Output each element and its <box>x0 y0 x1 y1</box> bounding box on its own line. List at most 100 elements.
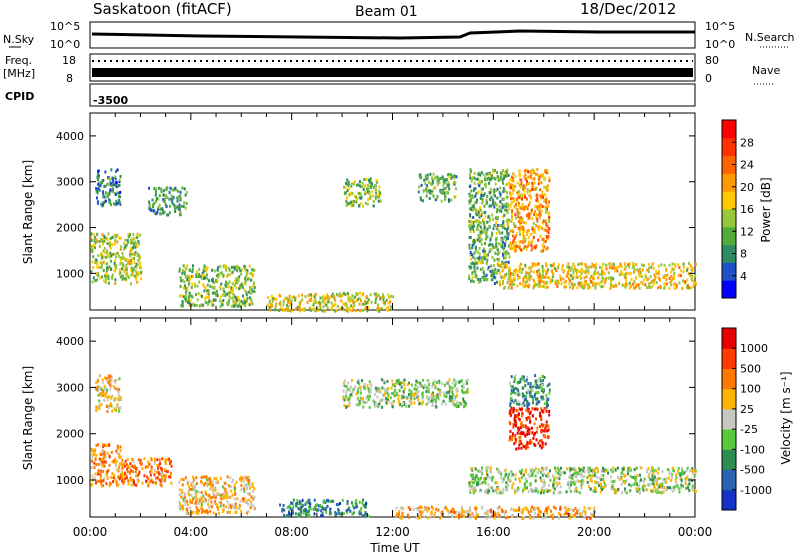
scatter-cell <box>152 480 155 484</box>
scatter-cell <box>522 424 525 428</box>
scatter-cell <box>476 277 479 281</box>
scatter-cell <box>97 379 100 383</box>
scatter-cell <box>194 293 197 297</box>
scatter-cell <box>358 510 361 514</box>
scatter-cell <box>323 301 326 305</box>
scatter-cell <box>515 447 518 451</box>
scatter-cell <box>524 274 527 278</box>
scatter-cell <box>204 300 207 304</box>
scatter-cell <box>453 182 456 186</box>
scatter-cell <box>182 204 185 208</box>
scatter-cell <box>354 309 357 313</box>
scatter-cell <box>518 216 521 220</box>
scatter-cell <box>523 485 526 489</box>
scatter-cell <box>394 382 397 386</box>
scatter-cell <box>540 284 543 288</box>
scatter-cell <box>225 274 228 278</box>
scatter-cell <box>531 187 534 191</box>
scatter-cell <box>678 490 681 494</box>
scatter-cell <box>309 308 312 312</box>
scatter-cell <box>480 187 483 191</box>
scatter-cell <box>403 401 406 405</box>
scatter-cell <box>564 285 567 289</box>
scatter-cell <box>526 426 529 430</box>
scatter-cell <box>346 500 349 503</box>
scatter-cell <box>602 480 605 484</box>
scatter-cell <box>525 247 528 251</box>
scatter-cell <box>116 240 119 244</box>
scatter-cell <box>539 411 542 415</box>
scatter-cell <box>124 477 127 481</box>
scatter-cell <box>150 466 153 470</box>
scatter-cell <box>590 280 593 284</box>
scatter-cell <box>502 253 505 257</box>
scatter-cell <box>511 385 514 389</box>
scatter-cell <box>182 497 185 501</box>
scatter-cell <box>124 238 127 242</box>
scatter-cell <box>182 499 185 503</box>
scatter-cell <box>486 475 489 479</box>
scatter-cell <box>195 273 198 277</box>
scatter-cell <box>305 514 308 518</box>
scatter-cell <box>521 472 524 476</box>
scatter-cell <box>101 450 104 454</box>
scatter-cell <box>342 511 345 515</box>
scatter-cell <box>516 415 519 419</box>
scatter-cell <box>372 199 375 203</box>
scatter-cell <box>493 205 496 209</box>
scatter-cell <box>183 201 186 205</box>
scatter-cell <box>114 255 117 259</box>
scatter-cell <box>506 210 509 214</box>
scatter-cell <box>609 281 612 285</box>
scatter-cell <box>200 504 203 508</box>
scatter-cell <box>439 190 442 194</box>
scatter-cell <box>125 268 128 272</box>
scatter-cell <box>112 480 114 484</box>
scatter-cell <box>619 477 622 481</box>
scatter-cell <box>516 274 519 277</box>
scatter-cell <box>367 190 370 194</box>
scatter-cell <box>153 473 156 477</box>
scatter-cell <box>472 486 474 490</box>
scatter-cell <box>625 271 628 275</box>
scatter-cell <box>489 178 492 182</box>
scatter-cell <box>105 482 108 486</box>
scatter-cell <box>477 477 480 481</box>
scatter-cell <box>536 471 539 475</box>
scatter-cell <box>90 237 93 241</box>
scatter-cell <box>148 462 151 466</box>
scatter-cell <box>693 468 696 472</box>
scatter-cell <box>204 498 207 502</box>
scatter-cell <box>109 200 112 204</box>
scatter-cell <box>542 284 545 288</box>
scatter-cell <box>593 473 596 477</box>
scatter-cell <box>628 281 631 285</box>
scatter-cell <box>124 244 127 248</box>
scatter-cell <box>448 385 451 389</box>
scatter-cell <box>520 219 523 223</box>
scatter-cell <box>583 280 586 284</box>
scatter-cell <box>219 504 222 508</box>
scatter-cell <box>444 194 447 198</box>
scatter-cell <box>537 238 540 242</box>
scatter-cell <box>101 378 104 382</box>
scatter-cell <box>675 285 678 289</box>
scatter-cell <box>494 169 496 173</box>
scatter-cell <box>346 502 349 506</box>
colorbar-segment <box>722 244 736 263</box>
scatter-cell <box>98 479 101 483</box>
scatter-cell <box>243 497 246 501</box>
scatter-cell <box>546 285 549 289</box>
scatter-cell <box>501 225 504 229</box>
scatter-cell <box>484 176 487 180</box>
scatter-cell <box>677 467 680 470</box>
scatter-cell <box>118 268 121 272</box>
scatter-cell <box>132 466 135 470</box>
y-tick-label: 3000 <box>56 176 84 189</box>
scatter-cell <box>479 230 482 234</box>
scatter-cell <box>579 270 582 274</box>
scatter-cell <box>345 391 347 395</box>
scatter-cell <box>474 194 477 198</box>
scatter-cell <box>211 303 214 307</box>
scatter-cell <box>248 303 251 307</box>
